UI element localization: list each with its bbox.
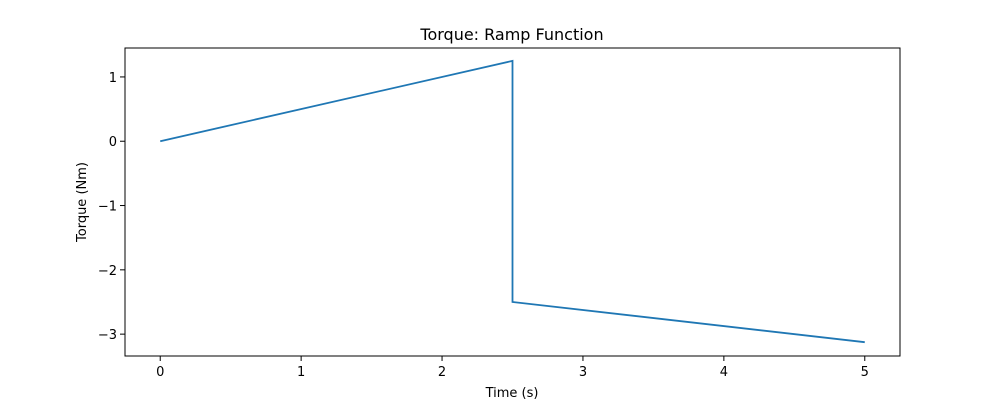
plot-frame — [124, 47, 901, 357]
series-line-0 — [160, 59, 865, 344]
y-tick-label: −1 — [98, 200, 117, 215]
y-tick-label: −3 — [98, 328, 117, 343]
y-tick-label: 1 — [109, 71, 117, 86]
x-tick-label: 3 — [579, 365, 587, 380]
x-axis-label: Time (s) — [485, 386, 539, 400]
x-tick-label: 4 — [720, 365, 728, 380]
y-tick-label: 0 — [109, 135, 117, 150]
plot-area — [124, 47, 901, 357]
x-tick-label: 2 — [438, 365, 446, 380]
x-tick-label: 0 — [156, 365, 164, 380]
chart-title: Torque: Ramp Function — [419, 25, 603, 44]
y-axis: 1 0 −1 −2 −3 — [98, 71, 125, 343]
x-axis: 0 1 2 3 4 5 — [156, 356, 869, 380]
y-axis-label: Torque (Nm) — [75, 162, 90, 243]
x-tick-label: 1 — [297, 365, 305, 380]
y-tick-label: −2 — [98, 264, 117, 279]
x-tick-label: 5 — [861, 365, 869, 380]
